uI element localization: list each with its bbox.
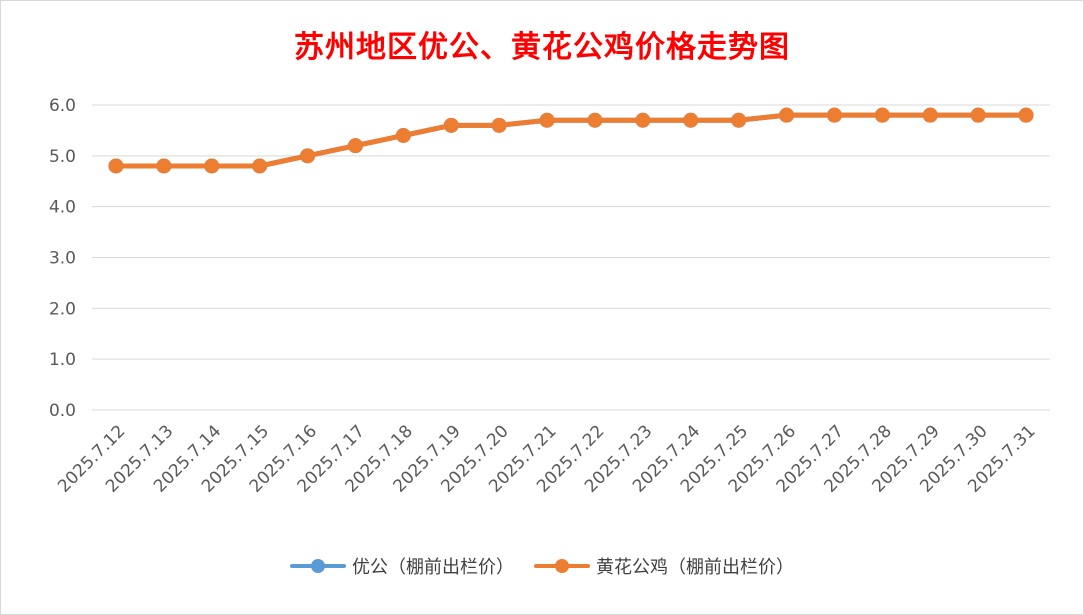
y-tick-label: 5.0	[49, 147, 76, 167]
legend-swatch-1	[290, 559, 346, 573]
data-point[interactable]	[252, 158, 268, 174]
y-tick-label: 6.0	[49, 96, 76, 116]
data-point[interactable]	[874, 107, 890, 123]
series-line-2	[113, 112, 1029, 169]
data-point[interactable]	[970, 107, 986, 123]
chart-title: 苏州地区优公、黄花公鸡价格走势图	[294, 30, 790, 65]
legend-label-1: 优公（棚前出栏价）	[352, 557, 514, 578]
series-line-1	[113, 112, 1029, 169]
data-point[interactable]	[395, 128, 411, 143]
legend-item-2[interactable]: 黄花公鸡（棚前出栏价）	[534, 553, 794, 579]
data-point[interactable]	[1018, 107, 1034, 123]
data-point[interactable]	[491, 117, 507, 133]
data-point[interactable]	[204, 158, 220, 174]
data-point[interactable]	[300, 148, 316, 164]
y-tick-label: 3.0	[49, 249, 76, 269]
data-point[interactable]	[108, 158, 124, 174]
data-point[interactable]	[922, 107, 938, 123]
y-tick-label: 4.0	[49, 198, 76, 218]
data-point[interactable]	[683, 112, 699, 128]
data-point[interactable]	[779, 107, 795, 123]
legend: 优公（棚前出栏价） 黄花公鸡（棚前出栏价）	[0, 553, 1084, 579]
legend-label-2: 黄花公鸡（棚前出栏价）	[596, 557, 794, 578]
data-point[interactable]	[443, 117, 459, 133]
data-point[interactable]	[587, 112, 603, 128]
data-point[interactable]	[635, 112, 651, 128]
data-point[interactable]	[347, 138, 363, 154]
data-point[interactable]	[731, 112, 747, 128]
y-tick-label: 2.0	[49, 299, 76, 319]
data-point[interactable]	[826, 107, 842, 123]
data-point[interactable]	[539, 112, 555, 128]
legend-item-1[interactable]: 优公（棚前出栏价）	[290, 553, 514, 579]
y-tick-label: 1.0	[49, 350, 76, 370]
legend-swatch-2	[534, 559, 590, 573]
data-point[interactable]	[156, 158, 172, 174]
y-tick-label: 0.0	[49, 401, 76, 421]
